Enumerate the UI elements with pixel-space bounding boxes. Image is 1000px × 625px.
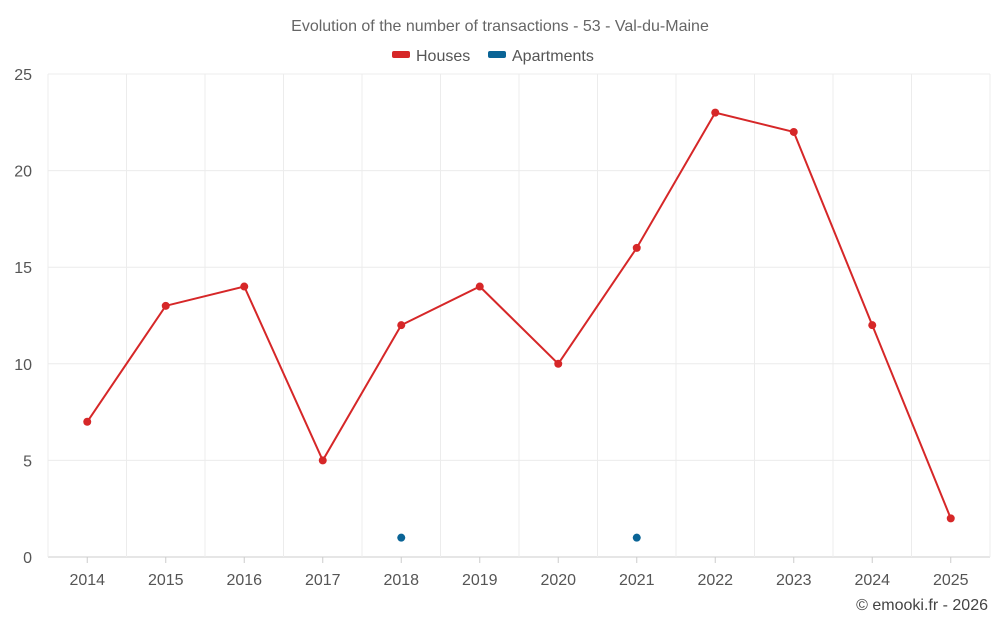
chart-title: Evolution of the number of transactions … — [291, 18, 709, 35]
x-tick-label: 2015 — [148, 572, 184, 589]
data-point-houses[interactable] — [554, 359, 563, 368]
x-tick-label: 2019 — [462, 572, 498, 589]
legend: Houses Apartments — [392, 48, 594, 65]
credit-text: © emooki.fr - 2026 — [856, 597, 988, 614]
x-tick-label: 2023 — [776, 572, 812, 589]
series-line-houses — [86, 111, 952, 519]
data-point-houses[interactable] — [240, 282, 249, 291]
data-point-apartments[interactable] — [632, 533, 641, 542]
x-tick-label: 2017 — [305, 572, 341, 589]
y-tick-label: 20 — [14, 164, 32, 181]
x-tick-label: 2020 — [540, 572, 576, 589]
legend-label-apartments: Apartments — [512, 48, 594, 65]
x-tick-label: 2018 — [383, 572, 419, 589]
x-tick-label: 2016 — [226, 572, 262, 589]
grid — [47, 73, 991, 558]
x-tick-label: 2022 — [697, 572, 733, 589]
data-point-houses[interactable] — [868, 321, 877, 330]
legend-swatch-houses — [392, 51, 410, 58]
data-point-houses[interactable] — [946, 514, 955, 523]
legend-swatch-apartments — [488, 51, 506, 58]
y-tick-label: 25 — [14, 67, 32, 84]
series-houses — [83, 108, 955, 523]
y-tick-label: 15 — [14, 260, 32, 277]
legend-item-apartments[interactable]: Apartments — [488, 48, 594, 65]
legend-item-houses[interactable]: Houses — [392, 48, 470, 65]
x-tick-label: 2024 — [854, 572, 890, 589]
data-point-houses[interactable] — [475, 282, 484, 291]
x-tick-label: 2014 — [69, 572, 105, 589]
data-point-houses[interactable] — [632, 243, 641, 252]
y-tick-label: 10 — [14, 357, 32, 374]
data-point-houses[interactable] — [397, 321, 406, 330]
series-apartments — [397, 533, 641, 542]
data-point-houses[interactable] — [161, 301, 170, 310]
y-tick-label: 0 — [23, 550, 32, 567]
data-point-houses[interactable] — [83, 417, 92, 426]
data-point-houses[interactable] — [318, 456, 327, 465]
data-point-apartments[interactable] — [397, 533, 406, 542]
data-point-houses[interactable] — [711, 108, 720, 117]
x-tick-label: 2021 — [619, 572, 655, 589]
y-axis-ticks: 0 5 10 15 20 25 — [14, 67, 32, 567]
x-axis-ticks: 2014 2015 2016 2017 2018 2019 2020 2021 2022 2023… — [69, 557, 969, 589]
series — [83, 108, 955, 542]
data-point-houses[interactable] — [789, 127, 798, 136]
legend-label-houses: Houses — [416, 48, 470, 65]
x-tick-label: 2025 — [933, 572, 969, 589]
y-tick-label: 5 — [23, 453, 32, 470]
